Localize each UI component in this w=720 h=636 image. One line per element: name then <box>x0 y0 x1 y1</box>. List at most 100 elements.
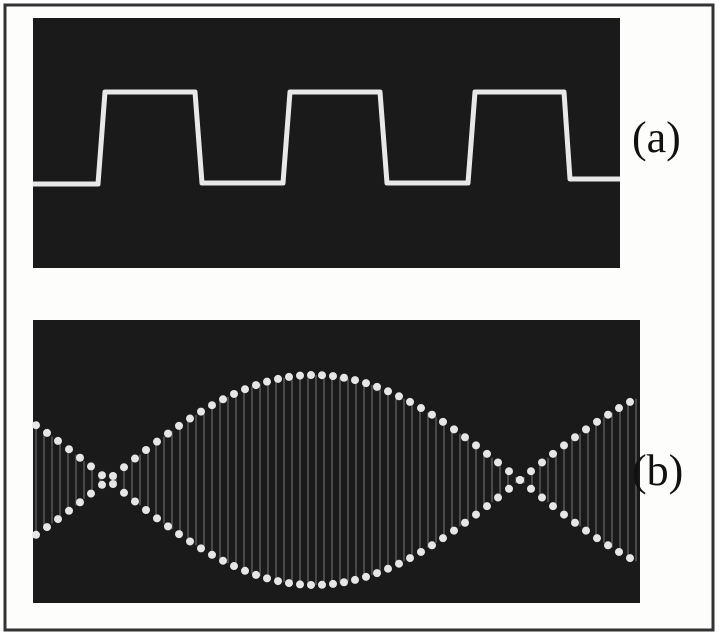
trace-dot <box>120 463 128 472</box>
trace-dot <box>571 433 579 442</box>
trace-dot <box>582 425 590 434</box>
trace-dot <box>571 518 579 527</box>
trace-dot <box>615 547 623 556</box>
trace-dot <box>208 401 216 410</box>
trace-dot <box>538 493 546 502</box>
trace-dot <box>439 534 447 543</box>
trace-dot <box>241 385 249 394</box>
trace-dot <box>219 556 227 565</box>
trace-dot <box>252 381 260 390</box>
trace-dot <box>175 421 183 430</box>
trace-dot <box>318 580 326 589</box>
trace-dot <box>219 395 227 404</box>
trace-dot <box>516 476 524 484</box>
trace-dot <box>395 559 403 568</box>
trace-dot <box>164 429 172 438</box>
trace-dot <box>362 572 370 581</box>
trace-dot <box>98 471 106 480</box>
trace-dot <box>417 547 425 556</box>
trace-dot <box>428 410 436 419</box>
trace-dot <box>197 544 205 553</box>
trace-dot <box>395 392 403 401</box>
trace-dot <box>230 562 238 571</box>
trace-dot <box>32 530 40 539</box>
trace-dot <box>241 566 249 575</box>
trace-dot <box>230 389 238 398</box>
trace-dot <box>186 537 194 546</box>
trace-dot <box>538 458 546 467</box>
trace-dot <box>263 574 271 583</box>
trace-dot <box>626 397 634 406</box>
trace-dot <box>65 506 73 515</box>
trace-dot <box>604 541 612 550</box>
trace-dot <box>560 441 568 450</box>
trace-dot <box>296 371 304 380</box>
trace-dot <box>527 484 535 493</box>
trace-dot <box>461 433 469 442</box>
trace-dot <box>76 498 84 507</box>
trace-dot <box>109 480 117 489</box>
trace-dot <box>494 493 502 502</box>
trace-dot <box>87 462 95 471</box>
trace-dot <box>285 372 293 381</box>
trace-dot <box>329 372 337 381</box>
trace-dot <box>351 575 359 584</box>
trace-dot <box>329 579 337 588</box>
trace-dot <box>450 526 458 535</box>
trace-dot <box>109 471 117 480</box>
trace-dot <box>494 458 502 467</box>
trace-dot <box>362 379 370 388</box>
trace-dot <box>549 449 557 458</box>
trace-dot <box>582 526 590 535</box>
trace-dot <box>505 484 513 493</box>
trace-dot <box>527 467 535 476</box>
trace-dot <box>483 502 491 511</box>
trace-dot <box>32 421 40 430</box>
square-wave <box>33 89 620 187</box>
trace-dot <box>208 550 216 559</box>
panel-label: (a) <box>632 113 681 162</box>
trace-dot <box>252 570 260 579</box>
panel-label: (b) <box>632 446 683 495</box>
trace-dot <box>274 374 282 383</box>
trace-dot <box>461 518 469 527</box>
trace-dot <box>43 428 51 437</box>
trace-dot <box>505 467 513 476</box>
trace-dot <box>428 541 436 550</box>
trace-dot <box>373 382 381 391</box>
trace-dot <box>120 488 128 497</box>
trace-dot <box>604 410 612 419</box>
trace-dot <box>142 445 150 454</box>
trace-dot <box>626 554 634 563</box>
trace-dot <box>197 407 205 416</box>
trace-dot <box>439 417 447 426</box>
trace-dot <box>450 425 458 434</box>
trace-dot <box>384 387 392 396</box>
trace-dot <box>560 510 568 519</box>
scope-screen-b <box>33 320 640 603</box>
trace-dot <box>285 579 293 588</box>
trace-dot <box>307 371 315 380</box>
trace-dot <box>263 377 271 386</box>
trace-dot <box>186 414 194 423</box>
trace-dot <box>373 569 381 578</box>
trace-dot <box>131 497 139 506</box>
trace-dot <box>340 578 348 587</box>
trace-dot <box>54 515 62 524</box>
trace-dot <box>406 397 414 406</box>
trace-dot <box>274 577 282 586</box>
trace-dot <box>549 502 557 511</box>
trace-dot <box>406 554 414 563</box>
trace-dot <box>54 436 62 445</box>
trace-dot <box>153 514 161 523</box>
trace-dot <box>43 523 51 532</box>
trace-dot <box>417 404 425 413</box>
trace-dot <box>153 437 161 446</box>
trace-dot <box>351 376 359 385</box>
scope-screen-a <box>33 18 620 268</box>
trace-dot <box>164 522 172 531</box>
modulated-trace <box>32 371 637 589</box>
trace-dot <box>87 489 95 498</box>
